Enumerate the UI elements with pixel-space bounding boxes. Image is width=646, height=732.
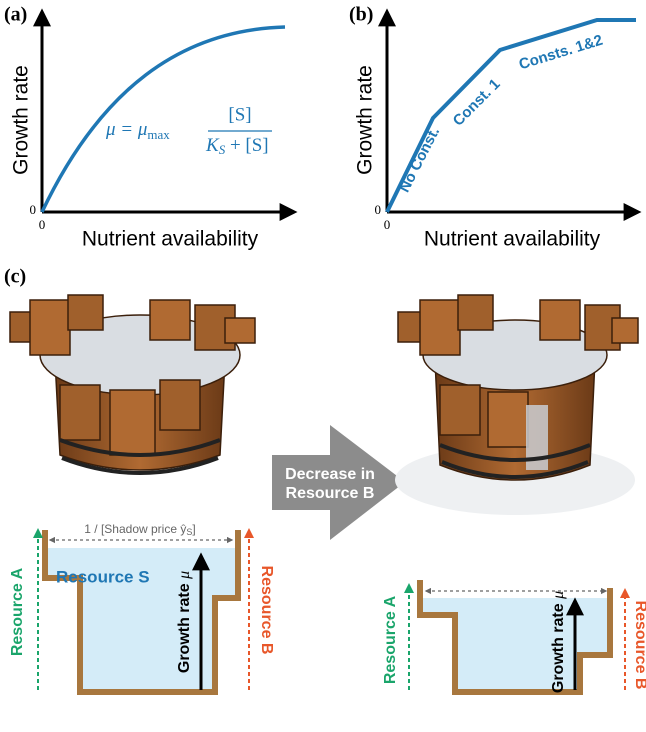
y-axis-label: Growth rate — [10, 65, 33, 175]
eq-denominator: KS + [S] — [205, 135, 269, 157]
panel-label: (a) — [4, 4, 27, 26]
eq-lhs: μ = μmax — [105, 119, 170, 142]
eq-lhs-sub: max — [147, 127, 170, 142]
segment-labels: No Const. Const. 1 Consts. 1&2 — [396, 32, 605, 195]
resource-a-label: Resource A — [9, 567, 26, 656]
resource-b-label: Resource B — [632, 601, 646, 690]
shadow-price-label: 1 / [Shadow price ŷS] — [84, 522, 195, 537]
growth-text: Growth rate — [176, 579, 193, 673]
barrel-right — [395, 295, 638, 515]
resource-s-label: Resource S — [56, 567, 150, 586]
growth-symbol: μ — [176, 571, 193, 580]
growth-text: Growth rate — [550, 599, 567, 693]
figure: (a) Growth rate Nutrient availability 0 … — [0, 0, 646, 732]
shadow-text: 1 / [Shadow price ŷ — [84, 522, 186, 536]
page: {"panel_a":{"label":"(a)","y_axis":"Grow… — [0, 0, 646, 732]
transition-arrow: Decrease in Resource B — [272, 425, 405, 540]
panel-a: (a) Growth rate Nutrient availability 0 … — [4, 4, 294, 251]
panel-label: (c) — [4, 266, 26, 288]
resource-b-label: Resource B — [258, 566, 275, 655]
arrow-text: Resource B — [286, 485, 375, 502]
panel-b: (b) No Const. Const. 1 Consts. 1&2 Growt… — [349, 4, 638, 251]
origin-y: 0 — [375, 202, 382, 217]
barrel-left — [10, 295, 255, 473]
panel-c: (c) Decrease in Resource B 1 / [Shadow p… — [4, 266, 646, 694]
growth-symbol: μ — [550, 591, 567, 600]
vessel-left: 1 / [Shadow price ŷS] Resource S Resourc… — [9, 522, 275, 692]
segment-label: Consts. 1&2 — [517, 32, 605, 74]
origin-x: 0 — [39, 217, 46, 232]
equation: μ = μmax [S] KS + [S] — [105, 104, 272, 157]
vessel-right: Resource A Resource B Growth rate μ — [382, 580, 646, 693]
growth-label: Growth rate μ — [176, 571, 194, 673]
origin-x: 0 — [384, 217, 391, 232]
arrow-text: Decrease in — [285, 466, 375, 483]
shadow-end: ] — [192, 522, 195, 536]
resource-a-label: Resource A — [382, 595, 399, 684]
origin-y: 0 — [30, 202, 37, 217]
segment-label: Const. 1 — [450, 76, 504, 130]
eq-lhs-text: μ = μ — [105, 119, 147, 140]
panel-label: (b) — [349, 4, 373, 26]
x-axis-label: Nutrient availability — [82, 228, 259, 251]
x-axis-label: Nutrient availability — [424, 228, 601, 251]
eq-den-rest: + [S] — [225, 135, 268, 156]
y-axis-label: Growth rate — [354, 65, 377, 175]
segment-label: No Const. — [396, 124, 443, 195]
eq-numerator: [S] — [228, 104, 251, 125]
growth-label: Growth rate μ — [550, 591, 568, 693]
